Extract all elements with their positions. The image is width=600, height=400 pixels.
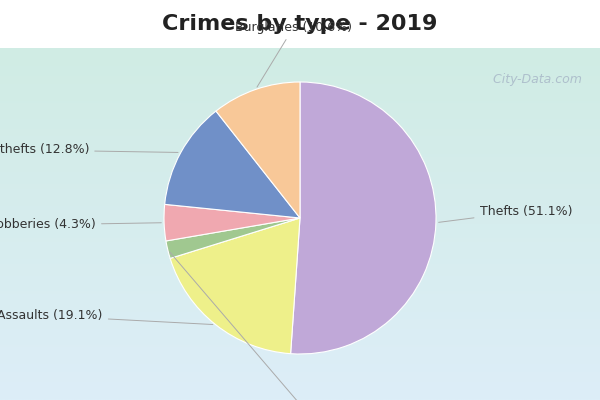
Text: Murders (2.1%): Murders (2.1%) [170,252,355,400]
Wedge shape [164,204,300,241]
Text: Assaults (19.1%): Assaults (19.1%) [0,310,213,324]
Wedge shape [166,218,300,258]
Wedge shape [164,111,300,218]
Text: Crimes by type - 2019: Crimes by type - 2019 [163,14,437,34]
Text: City-Data.com: City-Data.com [489,73,582,86]
Text: Robberies (4.3%): Robberies (4.3%) [0,218,161,231]
Text: Burglaries (10.6%): Burglaries (10.6%) [235,21,352,87]
Text: Auto thefts (12.8%): Auto thefts (12.8%) [0,144,178,156]
Wedge shape [290,82,436,354]
Wedge shape [170,218,300,354]
Text: Thefts (51.1%): Thefts (51.1%) [439,205,572,222]
Wedge shape [216,82,300,218]
